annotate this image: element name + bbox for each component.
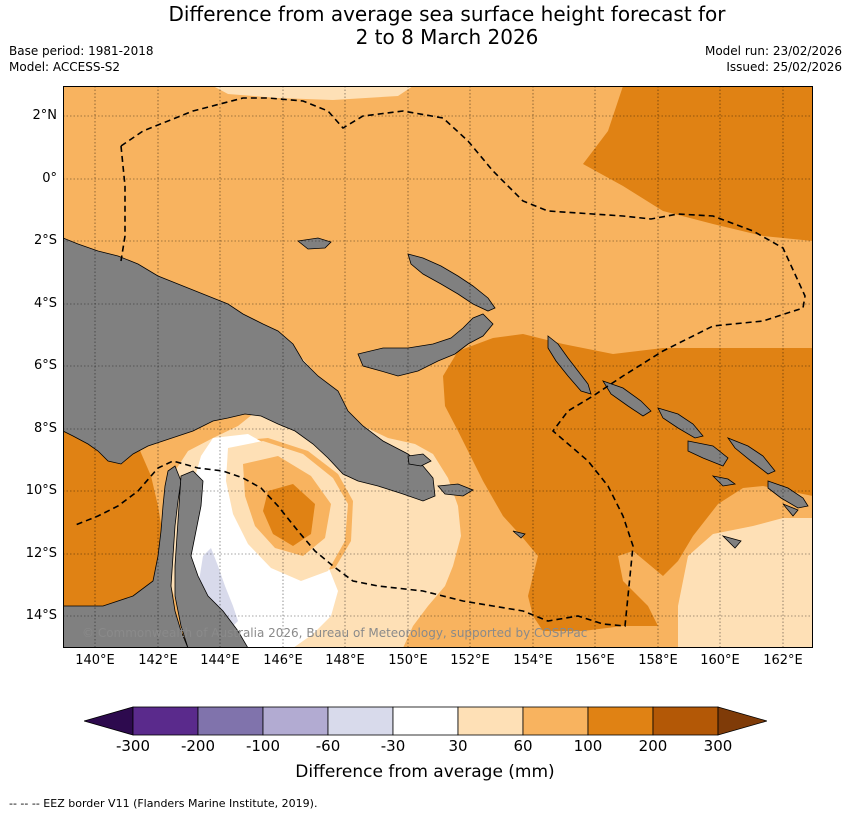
land-cape-york-east bbox=[174, 470, 249, 648]
anomaly-100-200-northeast bbox=[583, 86, 813, 241]
meta-left: Base period: 1981-2018 Model: ACCESS-S2 bbox=[9, 43, 154, 75]
land-dentrecasteaux bbox=[407, 453, 432, 467]
lon-label-140e: 140°E bbox=[75, 653, 115, 668]
land-choiseul bbox=[602, 380, 652, 417]
model-name: Model: ACCESS-S2 bbox=[9, 60, 121, 74]
colorbar-bin-60-100 bbox=[522, 706, 589, 736]
lon-label-146e: 146°E bbox=[263, 653, 303, 668]
eez-footnote: -- -- -- EEZ border V11 (Flanders Marine… bbox=[9, 797, 318, 810]
land-louisiade bbox=[437, 483, 474, 497]
lat-label-12s: 12°S bbox=[25, 546, 57, 561]
title-line-1: Difference from average sea surface heig… bbox=[168, 2, 726, 26]
land-new-britain bbox=[357, 313, 494, 377]
land-rossel bbox=[512, 530, 526, 539]
land-bougainville bbox=[547, 335, 592, 395]
land-cape-york bbox=[63, 465, 189, 648]
anomaly-100-200-east bbox=[443, 334, 813, 631]
colorbar-bin-60-30 bbox=[327, 706, 394, 736]
colorbar-label: Difference from average (mm) bbox=[295, 762, 555, 782]
title-line-2: 2 to 8 March 2026 bbox=[355, 25, 539, 49]
tick-neg100: -100 bbox=[245, 737, 281, 755]
land-vanuatu-north bbox=[721, 535, 742, 549]
land-makira bbox=[767, 480, 809, 509]
base-period: Base period: 1981-2018 bbox=[9, 44, 154, 58]
tick-200: 200 bbox=[638, 737, 668, 755]
colorbar-extend-high bbox=[717, 706, 767, 736]
lat-label-2s: 2°S bbox=[33, 233, 57, 248]
map-frame bbox=[63, 86, 813, 648]
colorbar-bin-30-60 bbox=[457, 706, 524, 736]
lon-label-162e: 162°E bbox=[763, 653, 803, 668]
lon-label-156e: 156°E bbox=[575, 653, 615, 668]
lat-label-4s: 4°S bbox=[33, 296, 57, 311]
colorbar-bin-100-200 bbox=[587, 706, 654, 736]
land-new-ireland bbox=[407, 253, 496, 312]
lon-label-160e: 160°E bbox=[700, 653, 740, 668]
colorbar-bin-200-300 bbox=[652, 706, 719, 736]
anomaly-100-200-core bbox=[263, 484, 315, 546]
eez-border bbox=[72, 97, 806, 627]
colorbar-bin-100-60 bbox=[262, 706, 329, 736]
tick-neg30: -30 bbox=[380, 737, 406, 755]
tick-neg60: -60 bbox=[315, 737, 341, 755]
colorbar-bin-200-100 bbox=[197, 706, 264, 736]
lat-label-10s: 10°S bbox=[25, 483, 57, 498]
map-svg bbox=[63, 86, 813, 648]
lon-label-154e: 154°E bbox=[513, 653, 553, 668]
lon-label-144e: 144°E bbox=[200, 653, 240, 668]
tick-60: 60 bbox=[513, 737, 533, 755]
tick-neg200: -200 bbox=[180, 737, 216, 755]
lon-label-158e: 158°E bbox=[638, 653, 678, 668]
lon-label-148e: 148°E bbox=[325, 653, 365, 668]
model-run: Model run: 23/02/2026 bbox=[704, 44, 842, 58]
colorbar-extend-low bbox=[84, 706, 134, 736]
colorbar-bin-300-200 bbox=[132, 706, 199, 736]
anomaly-30-60-north bbox=[213, 86, 413, 100]
lat-label-8s: 8°S bbox=[33, 421, 57, 436]
colorbar bbox=[84, 706, 767, 736]
tick-30: 30 bbox=[448, 737, 468, 755]
lon-label-152e: 152°E bbox=[450, 653, 490, 668]
land-rennell bbox=[711, 475, 737, 487]
lon-label-142e: 142°E bbox=[138, 653, 178, 668]
gridlines bbox=[63, 86, 813, 648]
land-malaita bbox=[726, 437, 776, 475]
copyright-notice: © Commonwealth of Australia 2026, Bureau… bbox=[82, 626, 588, 640]
colorbar-bin-30-30 bbox=[392, 706, 459, 736]
land-santa-isabel bbox=[657, 407, 704, 439]
tick-100: 100 bbox=[573, 737, 603, 755]
lat-label-6s: 6°S bbox=[33, 358, 57, 373]
land-southeast-isles bbox=[782, 503, 799, 517]
anomaly-30-60-southeast bbox=[678, 518, 813, 648]
tick-300: 300 bbox=[703, 737, 733, 755]
lon-label-150e: 150°E bbox=[388, 653, 428, 668]
lat-label-0: 0° bbox=[42, 171, 57, 186]
lat-label-14s: 14°S bbox=[25, 608, 57, 623]
map-title: Difference from average sea surface heig… bbox=[0, 3, 850, 49]
tick-neg300: -300 bbox=[115, 737, 151, 755]
map-panel bbox=[63, 86, 813, 648]
issued-date: Issued: 25/02/2026 bbox=[726, 60, 842, 74]
lat-label-2n: 2°N bbox=[32, 108, 58, 123]
meta-right: Model run: 23/02/2026 Issued: 25/02/2026 bbox=[705, 43, 842, 75]
land-guadalcanal bbox=[687, 440, 729, 467]
